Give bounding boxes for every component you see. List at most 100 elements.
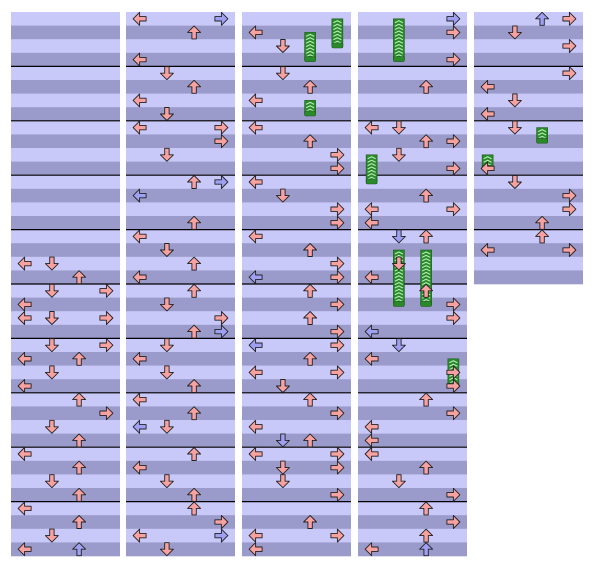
arrow-right-icon bbox=[446, 379, 461, 393]
arrow-up-icon bbox=[419, 501, 434, 516]
beat-row bbox=[11, 229, 120, 244]
arrow-up-icon bbox=[187, 25, 202, 40]
beat-row bbox=[11, 324, 120, 339]
arrow-down-icon bbox=[275, 66, 290, 81]
beat-row bbox=[358, 256, 467, 271]
beat-row bbox=[126, 338, 235, 353]
arrow-up-icon bbox=[419, 460, 434, 475]
arrow-up-icon bbox=[419, 188, 434, 203]
beat-row bbox=[242, 66, 351, 81]
arrow-right-icon bbox=[330, 270, 345, 285]
arrow-up-icon bbox=[72, 351, 87, 366]
beat-row bbox=[11, 284, 120, 298]
beat-row bbox=[242, 148, 351, 162]
beat-row bbox=[126, 120, 235, 135]
arrow-down-icon bbox=[159, 365, 174, 380]
arrow-up-icon bbox=[187, 447, 202, 461]
arrow-right-icon bbox=[446, 52, 461, 67]
beat-row bbox=[242, 39, 351, 54]
arrow-right-icon bbox=[446, 161, 461, 176]
beat-row bbox=[11, 447, 120, 462]
beat-row bbox=[11, 542, 120, 557]
arrow-down-icon bbox=[44, 474, 59, 489]
arrow-up-icon bbox=[303, 392, 318, 407]
arrow-down-icon bbox=[391, 256, 406, 271]
arrow-up-icon bbox=[187, 324, 202, 339]
beat-row bbox=[11, 420, 120, 434]
arrow-up-icon bbox=[72, 515, 87, 529]
arrow-up-icon bbox=[303, 433, 318, 448]
arrow-left-icon bbox=[364, 351, 379, 366]
beat-row bbox=[242, 542, 351, 557]
arrow-left-icon bbox=[364, 202, 379, 217]
hold-note bbox=[304, 100, 316, 117]
arrow-up-icon bbox=[303, 515, 318, 529]
arrow-left-icon bbox=[17, 311, 32, 325]
beat-row bbox=[126, 311, 235, 326]
arrow-up-icon bbox=[187, 379, 202, 393]
beat-row bbox=[358, 420, 467, 434]
beat-row bbox=[242, 433, 351, 448]
beat-row bbox=[474, 256, 583, 271]
arrow-up-icon bbox=[187, 215, 202, 230]
beat-row bbox=[358, 433, 467, 448]
beat-row bbox=[11, 66, 120, 81]
beat-row bbox=[358, 474, 467, 489]
arrow-right-icon bbox=[562, 243, 577, 257]
beat-row bbox=[126, 39, 235, 54]
arrow-left-icon bbox=[364, 542, 379, 557]
beat-row bbox=[474, 120, 583, 135]
arrow-up-icon bbox=[72, 460, 87, 475]
beat-row bbox=[242, 515, 351, 530]
arrow-down-icon bbox=[159, 147, 174, 162]
arrow-left-icon bbox=[364, 270, 379, 285]
arrow-right-icon bbox=[330, 147, 345, 162]
beat-row bbox=[474, 229, 583, 244]
arrow-down-icon bbox=[44, 419, 59, 434]
beat-row bbox=[242, 243, 351, 258]
beat-row bbox=[358, 134, 467, 149]
hold-note bbox=[393, 18, 405, 62]
arrow-down-icon bbox=[507, 120, 522, 135]
arrow-right-icon bbox=[562, 188, 577, 203]
arrow-left-icon bbox=[17, 501, 32, 516]
beat-row bbox=[358, 120, 467, 135]
arrow-up-icon bbox=[303, 243, 318, 257]
arrow-right-icon bbox=[330, 338, 345, 353]
arrow-left-icon bbox=[480, 243, 495, 257]
arrow-right-icon bbox=[214, 311, 229, 325]
arrow-down-icon bbox=[159, 338, 174, 353]
beat-row bbox=[358, 365, 467, 380]
arrow-right-icon bbox=[330, 215, 345, 230]
arrow-up-icon bbox=[187, 406, 202, 421]
arrow-left-icon bbox=[248, 338, 263, 353]
arrow-up-icon bbox=[419, 528, 434, 543]
hold-note bbox=[304, 32, 316, 62]
beat-row bbox=[358, 379, 467, 394]
beat-row bbox=[474, 52, 583, 67]
arrow-up-icon bbox=[72, 487, 87, 502]
arrow-up-icon bbox=[419, 283, 434, 298]
beat-row bbox=[242, 311, 351, 326]
arrow-left-icon bbox=[132, 52, 147, 67]
beat-row bbox=[11, 270, 120, 285]
beat-row bbox=[358, 392, 467, 407]
arrow-left-icon bbox=[132, 351, 147, 366]
beat-row bbox=[126, 284, 235, 298]
arrow-down-icon bbox=[159, 66, 174, 81]
beat-row bbox=[474, 202, 583, 217]
beat-row bbox=[11, 39, 120, 54]
beat-row bbox=[242, 447, 351, 462]
arrow-right-icon bbox=[562, 39, 577, 53]
beat-row bbox=[11, 433, 120, 448]
arrow-right-icon bbox=[330, 528, 345, 543]
arrow-right-icon bbox=[330, 447, 345, 461]
arrow-up-icon bbox=[187, 256, 202, 271]
arrow-left-icon bbox=[17, 447, 32, 461]
arrow-right-icon bbox=[214, 515, 229, 529]
beat-row bbox=[126, 406, 235, 421]
arrow-left-icon bbox=[248, 419, 263, 434]
beat-row bbox=[358, 284, 467, 298]
beat-row bbox=[11, 338, 120, 353]
chart-column-5 bbox=[474, 11, 583, 285]
